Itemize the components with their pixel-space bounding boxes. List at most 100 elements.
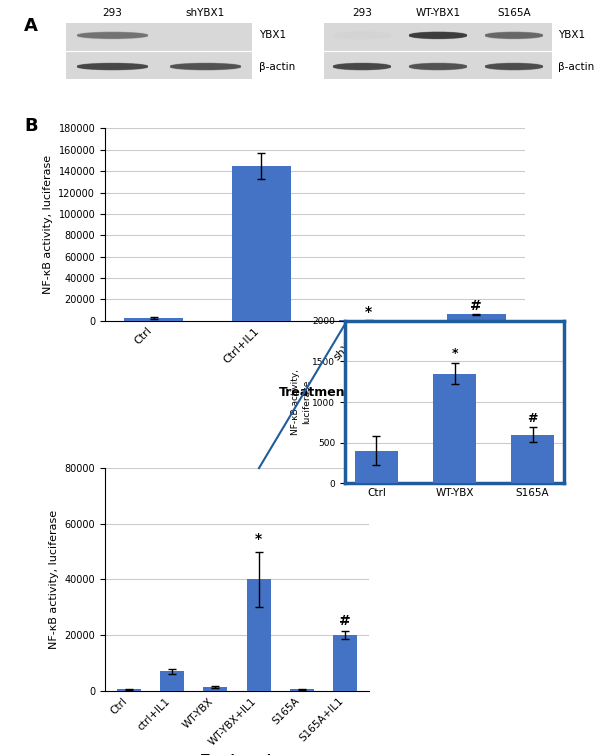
Ellipse shape — [77, 63, 148, 69]
Ellipse shape — [409, 33, 467, 39]
Bar — [117, 689, 141, 691]
Ellipse shape — [333, 63, 391, 69]
Ellipse shape — [485, 63, 543, 69]
Ellipse shape — [333, 64, 391, 70]
Text: S165A: S165A — [497, 8, 531, 18]
Bar — [247, 580, 271, 691]
Ellipse shape — [485, 33, 543, 39]
Ellipse shape — [77, 32, 148, 38]
Ellipse shape — [333, 63, 391, 69]
Text: β-actin: β-actin — [259, 62, 296, 72]
Ellipse shape — [77, 32, 148, 39]
Ellipse shape — [170, 63, 241, 69]
Ellipse shape — [77, 63, 148, 69]
Bar — [333, 635, 357, 691]
Ellipse shape — [333, 63, 391, 69]
Ellipse shape — [409, 32, 467, 39]
Bar — [447, 315, 506, 321]
Ellipse shape — [409, 64, 467, 70]
Ellipse shape — [485, 63, 543, 69]
Ellipse shape — [333, 33, 391, 39]
Ellipse shape — [333, 64, 391, 70]
Ellipse shape — [170, 63, 241, 69]
Ellipse shape — [77, 32, 148, 38]
Ellipse shape — [409, 32, 467, 39]
Ellipse shape — [170, 63, 241, 69]
Ellipse shape — [409, 63, 467, 69]
Ellipse shape — [333, 63, 391, 69]
Ellipse shape — [485, 32, 543, 38]
Ellipse shape — [170, 64, 241, 70]
Text: shYBX1: shYBX1 — [186, 8, 225, 18]
Ellipse shape — [485, 31, 543, 38]
Ellipse shape — [333, 32, 391, 38]
Y-axis label: NF-κB activity,
luciferase: NF-κB activity, luciferase — [292, 369, 311, 435]
Text: *: * — [365, 305, 373, 319]
Bar — [290, 689, 314, 691]
Ellipse shape — [77, 32, 148, 39]
Text: WT-YBX1: WT-YBX1 — [415, 8, 461, 18]
Text: #: # — [527, 411, 538, 425]
Ellipse shape — [485, 64, 543, 70]
Ellipse shape — [485, 32, 543, 38]
Ellipse shape — [409, 64, 467, 70]
Y-axis label: NF-κB activity, luciferase: NF-κB activity, luciferase — [49, 510, 59, 649]
Ellipse shape — [170, 64, 241, 71]
Text: 293: 293 — [103, 8, 122, 18]
Ellipse shape — [170, 32, 241, 39]
Ellipse shape — [170, 63, 241, 69]
Bar — [124, 318, 183, 321]
Ellipse shape — [409, 63, 467, 69]
Ellipse shape — [485, 64, 543, 70]
Ellipse shape — [485, 32, 543, 39]
Ellipse shape — [333, 64, 391, 71]
Ellipse shape — [485, 32, 543, 39]
Ellipse shape — [170, 33, 241, 39]
Ellipse shape — [409, 32, 467, 39]
Ellipse shape — [409, 64, 467, 71]
Ellipse shape — [170, 64, 241, 70]
Ellipse shape — [77, 63, 148, 69]
Ellipse shape — [77, 63, 148, 69]
Ellipse shape — [77, 33, 148, 39]
Bar — [355, 451, 398, 483]
Ellipse shape — [485, 33, 543, 39]
Ellipse shape — [409, 32, 467, 38]
Text: #: # — [470, 299, 482, 313]
Text: *: * — [451, 347, 458, 360]
Ellipse shape — [485, 63, 543, 69]
Text: YBX1: YBX1 — [558, 30, 585, 40]
Text: B: B — [24, 117, 38, 135]
Bar — [232, 166, 291, 321]
Bar — [511, 435, 554, 483]
Ellipse shape — [77, 64, 148, 70]
Text: β-actin: β-actin — [558, 62, 595, 72]
Ellipse shape — [409, 63, 467, 69]
Ellipse shape — [77, 33, 148, 39]
Ellipse shape — [77, 32, 148, 39]
Ellipse shape — [333, 32, 391, 39]
Ellipse shape — [77, 63, 148, 69]
X-axis label: Treatment: Treatment — [279, 387, 351, 399]
Ellipse shape — [170, 32, 241, 38]
Ellipse shape — [77, 64, 148, 70]
Ellipse shape — [77, 31, 148, 38]
Ellipse shape — [333, 32, 391, 39]
Ellipse shape — [170, 32, 241, 39]
Ellipse shape — [485, 63, 543, 69]
Ellipse shape — [485, 63, 543, 69]
Text: *: * — [255, 532, 262, 546]
Ellipse shape — [409, 63, 467, 69]
Ellipse shape — [170, 32, 241, 38]
Ellipse shape — [333, 63, 391, 69]
Ellipse shape — [409, 33, 467, 39]
Bar — [160, 671, 184, 691]
Ellipse shape — [170, 32, 241, 39]
Ellipse shape — [77, 64, 148, 71]
Bar — [433, 374, 476, 483]
Ellipse shape — [409, 32, 467, 38]
Text: #: # — [339, 614, 351, 628]
Ellipse shape — [170, 63, 241, 69]
Ellipse shape — [485, 64, 543, 71]
Ellipse shape — [485, 32, 543, 39]
